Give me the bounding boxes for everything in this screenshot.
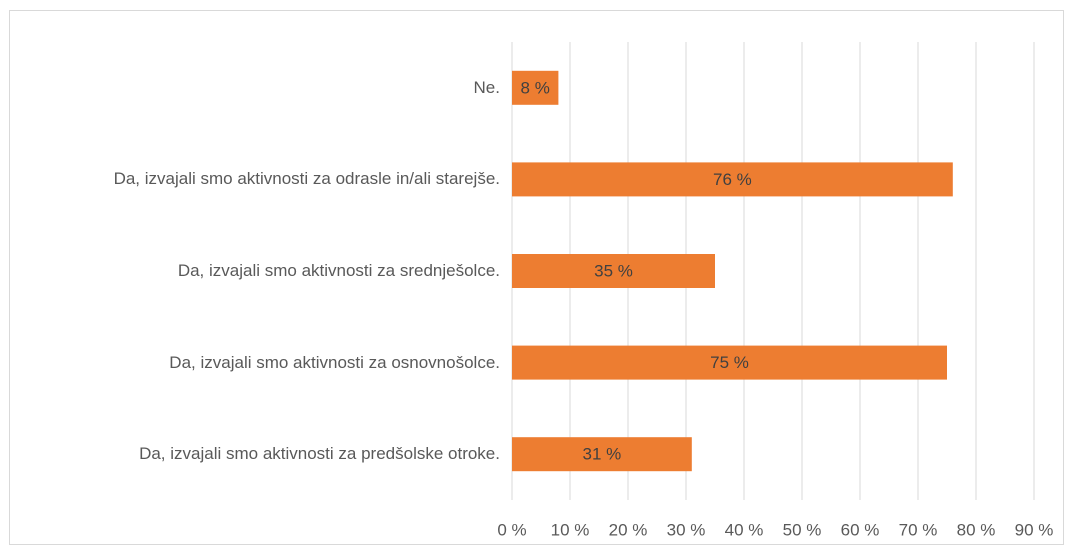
x-tick-label: 70 %: [899, 520, 938, 539]
category-text: Da, izvajali smo aktivnosti za predšolsk…: [139, 444, 500, 464]
y-tick-label: Da, izvajali smo aktivnosti za srednješo…: [20, 259, 500, 283]
data-label: 31 %: [583, 445, 622, 464]
category-text: Ne.: [473, 77, 500, 97]
bar: [512, 345, 947, 380]
data-label: 8 %: [521, 78, 550, 97]
bar: [512, 254, 715, 288]
category-text: Da, izvajali smo aktivnosti za odrasle i…: [113, 169, 500, 189]
x-tick-label: 30 %: [667, 520, 706, 539]
bar: [512, 437, 692, 472]
x-tick-label: 90 %: [1015, 520, 1054, 539]
x-tick-label: 80 %: [957, 520, 996, 539]
bar: [512, 70, 559, 105]
x-tick-label: 50 %: [783, 520, 822, 539]
y-tick-label: Da, izvajali smo aktivnosti za predšolsk…: [20, 442, 500, 466]
x-tick-label: 20 %: [609, 520, 648, 539]
y-tick-label: Da, izvajali smo aktivnosti za odrasle i…: [20, 167, 500, 191]
x-tick-label: 0 %: [497, 520, 526, 539]
data-label: 75 %: [710, 353, 749, 372]
data-label: 76 %: [713, 170, 752, 189]
data-label: 35 %: [594, 261, 633, 280]
category-text: Da, izvajali smo aktivnosti za srednješo…: [177, 261, 500, 280]
x-tick-label: 60 %: [841, 520, 880, 539]
y-tick-label: Da, izvajali smo aktivnosti za osnovnošo…: [20, 351, 500, 375]
x-tick-label: 40 %: [725, 520, 764, 539]
y-tick-label: Ne.: [20, 76, 500, 100]
x-tick-label: 10 %: [551, 520, 590, 539]
bar: [512, 162, 953, 197]
category-text: Da, izvajali smo aktivnosti za osnovnošo…: [169, 352, 500, 372]
